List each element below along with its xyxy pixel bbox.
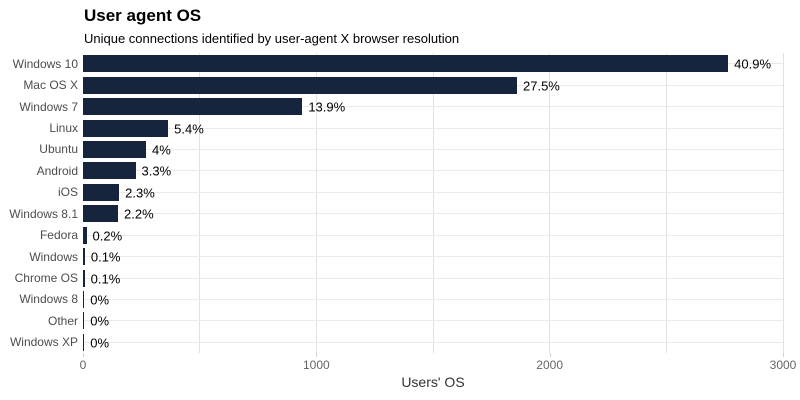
plot-area — [83, 53, 784, 353]
horizontal-gridline — [83, 127, 783, 129]
category-label: iOS — [57, 185, 78, 200]
x-axis-title: Users' OS — [401, 374, 465, 390]
x-tick-mark — [783, 353, 784, 357]
bar-windows-8 — [83, 290, 85, 308]
value-label: 5.4% — [174, 121, 204, 136]
value-label: 0.1% — [90, 249, 121, 265]
category-label: Windows 10 — [12, 56, 78, 71]
horizontal-gridline — [83, 148, 783, 150]
bar-android — [83, 162, 136, 180]
value-label: 2.2% — [124, 206, 154, 222]
value-label: 0% — [90, 335, 110, 351]
bar-windows — [83, 248, 85, 266]
category-label: Fedora — [39, 228, 78, 243]
bar-windows-xp — [83, 333, 85, 351]
horizontal-gridline — [83, 256, 783, 258]
vertical-gridline — [782, 53, 784, 353]
x-tick-mark — [316, 353, 318, 357]
value-label: 0% — [90, 313, 110, 329]
bar-chrome-os — [83, 269, 85, 287]
horizontal-gridline — [83, 234, 783, 236]
value-label: 2.3% — [125, 185, 155, 201]
vertical-gridline — [432, 53, 434, 353]
horizontal-gridline — [83, 213, 783, 215]
bar-other — [83, 312, 85, 330]
chart-subtitle: Unique connections identified by user-ag… — [84, 31, 460, 46]
value-label: 27.5% — [523, 78, 560, 94]
bar-windows-8-1 — [83, 205, 118, 223]
vertical-gridline — [315, 53, 317, 353]
horizontal-gridline — [83, 320, 783, 322]
category-label: Windows XP — [9, 335, 78, 350]
bar-linux — [83, 119, 169, 137]
bar-ubuntu — [83, 140, 146, 158]
value-label: 0% — [90, 292, 110, 308]
vertical-gridline — [665, 53, 667, 353]
x-tick-label: 3000 — [769, 358, 797, 372]
value-label: 13.9% — [308, 99, 346, 115]
category-label: Windows 8 — [19, 292, 78, 307]
horizontal-gridline — [83, 170, 783, 172]
value-label: 3.3% — [141, 163, 172, 179]
value-label: 40.9% — [734, 56, 772, 72]
category-label: Linux — [49, 121, 78, 135]
x-tick-mark — [83, 353, 84, 357]
category-label: Chrome OS — [14, 271, 78, 285]
bar-windows-7 — [83, 98, 303, 116]
category-label: Windows 8.1 — [9, 206, 78, 221]
bar-ios — [83, 183, 120, 201]
x-tick-mark — [549, 353, 551, 357]
bar-fedora — [83, 226, 87, 244]
vertical-gridline — [549, 53, 551, 353]
category-label: Android — [36, 163, 78, 178]
category-label: Ubuntu — [39, 142, 78, 157]
bar-windows-10 — [83, 55, 729, 73]
horizontal-gridline — [83, 298, 783, 300]
x-tick-label: 0 — [79, 358, 87, 372]
x-tick-label: 2000 — [536, 358, 564, 372]
category-label: Other — [47, 313, 78, 328]
horizontal-gridline — [83, 277, 783, 279]
horizontal-gridline — [83, 341, 783, 343]
horizontal-gridline — [83, 106, 783, 108]
category-label: Windows — [29, 249, 78, 264]
value-label: 0.1% — [90, 271, 121, 286]
chart-title: User agent OS — [84, 6, 202, 25]
horizontal-gridline — [83, 191, 783, 193]
x-tick-label: 1000 — [302, 358, 330, 372]
bar-mac-os-x — [83, 76, 517, 94]
category-label: Mac OS X — [23, 78, 78, 93]
vertical-gridline — [199, 53, 201, 353]
value-label: 0.2% — [92, 228, 123, 244]
category-label: Windows 7 — [19, 99, 78, 114]
value-label: 4% — [152, 142, 171, 158]
